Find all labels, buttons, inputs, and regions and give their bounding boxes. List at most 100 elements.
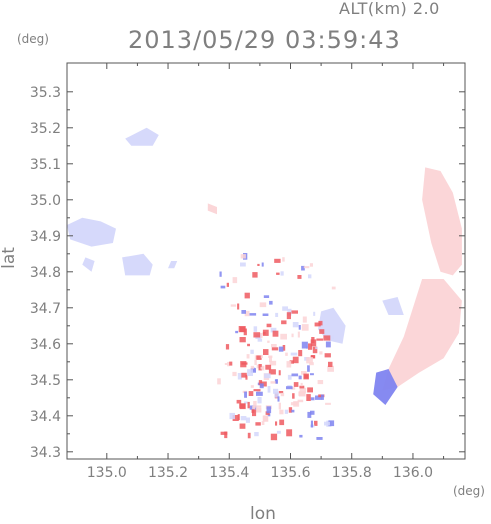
echo-cell: [298, 375, 302, 380]
echo-cell: [310, 355, 315, 358]
echo-cell: [285, 352, 288, 356]
echo-cell: [271, 344, 277, 348]
echo-cell: [235, 330, 239, 334]
echo-cell: [319, 329, 325, 334]
echo-cell: [257, 338, 263, 342]
echo-cell: [262, 329, 269, 336]
x-tick-label: 135.4: [209, 465, 249, 481]
echo-cell: [270, 327, 277, 333]
echo-cell: [240, 416, 247, 421]
echo-cell: [308, 274, 312, 279]
echo-cell: [229, 412, 235, 420]
echo-cell: [244, 401, 248, 404]
echo-cell: [260, 366, 264, 370]
echo-small-blue-1: [168, 261, 178, 269]
echo-cell: [265, 364, 272, 370]
echo-cell: [220, 431, 228, 435]
echo-cell: [254, 359, 257, 365]
echo-cell: [292, 322, 299, 328]
echo-cell: [271, 347, 279, 351]
echo-cell: [250, 349, 254, 354]
echo-cell: [225, 344, 230, 350]
echo-cell: [277, 396, 280, 402]
echo-cell: [263, 349, 269, 355]
echo-cell: [269, 360, 277, 366]
echo-cell: [232, 415, 239, 421]
echo-cell: [269, 356, 272, 363]
echo-cell: [301, 324, 309, 331]
echo-cell: [227, 361, 230, 367]
echo-cell: [224, 363, 229, 365]
echo-center-red: [207, 203, 217, 215]
echo-cell: [259, 302, 267, 308]
echo-cell: [291, 310, 298, 314]
echo-cell: [289, 360, 294, 364]
echo-cell: [303, 266, 310, 269]
echo-cell: [257, 263, 260, 266]
echo-cell: [290, 352, 298, 356]
echo-cell: [280, 392, 285, 397]
echo-cell: [286, 361, 292, 368]
echo-cell: [288, 407, 293, 413]
echo-cell: [245, 374, 248, 380]
y-tick-label: 34.9: [30, 229, 61, 245]
echo-cell: [266, 406, 272, 414]
echo-cell: [252, 272, 258, 278]
echo-cell: [307, 387, 313, 393]
echo-cell: [249, 313, 257, 316]
echo-cell: [327, 365, 334, 372]
echo-cell: [247, 432, 251, 439]
echo-cell: [237, 303, 240, 310]
x-axis-label: lon: [250, 504, 276, 524]
echo-cell: [291, 373, 299, 377]
echo-mid-blue: [318, 307, 346, 344]
echo-cell: [319, 351, 323, 355]
echo-cell: [284, 409, 288, 414]
echo-cell: [279, 419, 285, 426]
echo-cell: [270, 433, 278, 441]
echo-cell: [323, 335, 331, 341]
y-tick-label: 34.8: [30, 265, 61, 281]
echo-cell: [286, 386, 293, 390]
echo-north-blue: [125, 127, 159, 146]
echo-cell: [257, 397, 262, 404]
echo-cell: [298, 350, 303, 357]
altitude-label: ALT(km) 2.0: [339, 0, 440, 18]
echo-cell: [299, 434, 303, 438]
echo-cell: [250, 385, 254, 388]
echo-west-blue-small: [82, 257, 95, 272]
echo-cell: [219, 271, 222, 277]
echo-cell: [291, 387, 296, 390]
echo-cell: [286, 312, 291, 320]
echo-cell: [315, 395, 322, 400]
echo-cell: [282, 306, 288, 311]
echo-cell: [240, 326, 246, 332]
echo-cell: [278, 370, 281, 376]
echo-east-band-blue: [382, 297, 404, 315]
echo-cell: [237, 373, 242, 380]
echo-cell: [276, 430, 281, 434]
echo-cell: [311, 337, 315, 343]
echo-cell: [232, 277, 238, 284]
echo-east-red-arc: [422, 167, 462, 276]
echo-cell: [267, 413, 271, 417]
echo-cell: [253, 389, 261, 392]
echo-cell: [239, 403, 246, 409]
echo-cell: [246, 354, 250, 359]
echo-cell: [325, 341, 331, 348]
echo-cell: [312, 346, 318, 354]
echo-cell: [262, 415, 268, 422]
echo-cell: [241, 310, 246, 314]
y-tick-label: 35.3: [30, 85, 61, 101]
echo-cell: [244, 391, 247, 398]
echo-cell: [260, 354, 263, 358]
echo-cell: [266, 323, 272, 328]
echo-cell: [282, 257, 285, 262]
echo-cell: [230, 304, 237, 307]
echo-cell: [286, 429, 293, 437]
echo-cell: [281, 320, 287, 325]
echo-cell: [274, 258, 281, 263]
echo-cell: [267, 340, 270, 343]
echo-cell: [301, 265, 305, 271]
echo-cell: [307, 411, 312, 418]
